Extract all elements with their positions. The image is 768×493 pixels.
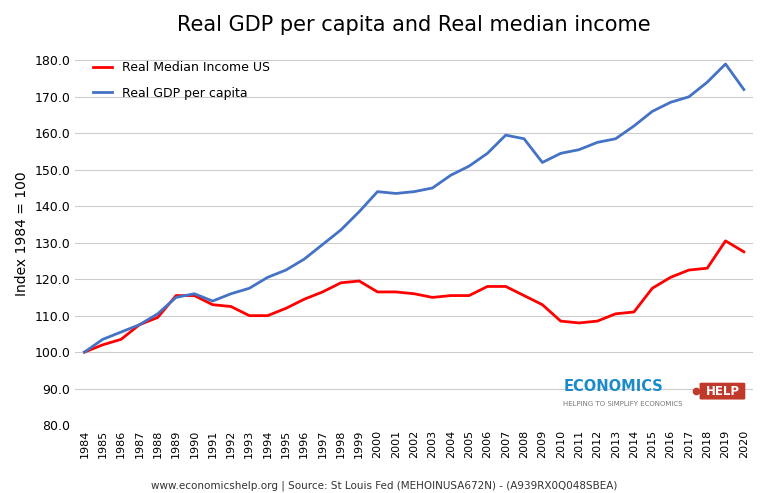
Y-axis label: Index 1984 = 100: Index 1984 = 100 [15, 171, 29, 296]
Legend: Real Median Income US, Real GDP per capita: Real Median Income US, Real GDP per capi… [88, 56, 275, 105]
Title: Real GDP per capita and Real median income: Real GDP per capita and Real median inco… [177, 15, 651, 35]
Text: www.economicshelp.org | Source: St Louis Fed (MEHOINUSA672N) - (A939RX0Q048SBEA): www.economicshelp.org | Source: St Louis… [151, 480, 617, 491]
